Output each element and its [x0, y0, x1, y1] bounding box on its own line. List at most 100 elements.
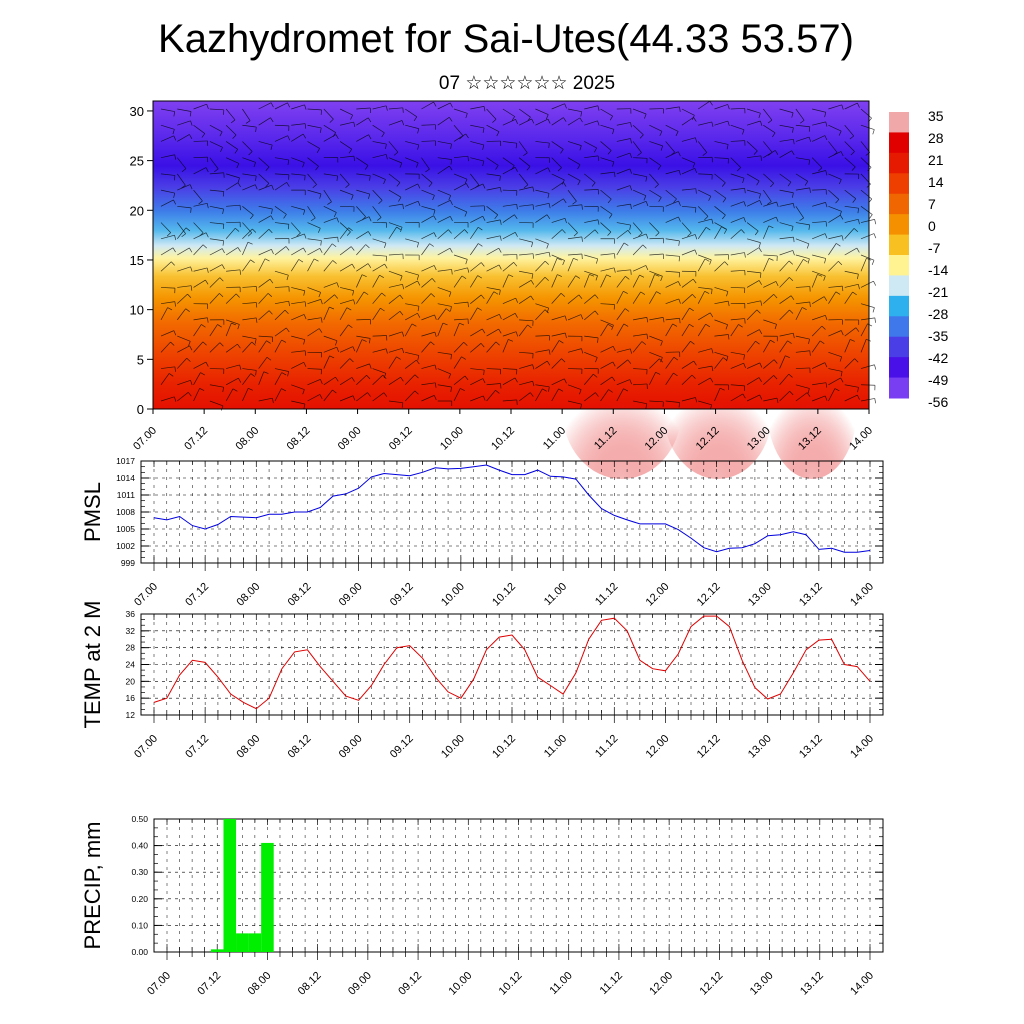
- colorbar-swatch: [889, 357, 909, 379]
- x-tick-label: 09.12: [388, 733, 416, 761]
- precip-bar: [223, 819, 237, 952]
- y-tick-label: 28: [126, 643, 136, 653]
- colorbar-label: -49: [928, 372, 948, 388]
- x-tick-label: 11.12: [593, 581, 620, 608]
- x-tick-label: 13.00: [748, 970, 776, 998]
- colorbar-swatch: [889, 152, 909, 174]
- x-tick-label: 12.12: [695, 581, 723, 609]
- y-axis-title: PRECIP, mm: [80, 822, 105, 950]
- x-tick-label: 12.00: [647, 970, 675, 998]
- x-tick-label: 11.12: [593, 733, 620, 760]
- x-tick-label: 14.00: [848, 581, 876, 609]
- y-tick-label: 1005: [116, 524, 135, 534]
- y-tick-label: 0: [137, 402, 144, 417]
- x-tick-label: 11.00: [541, 425, 568, 452]
- x-tick-label: 11.12: [598, 970, 625, 997]
- x-tick-label: 12.12: [695, 733, 723, 761]
- y-tick-label: 36: [126, 609, 136, 619]
- x-tick-label: 08.12: [286, 733, 314, 761]
- x-tick-label: 10.12: [497, 970, 525, 998]
- x-tick-label: 08.12: [285, 425, 313, 453]
- x-tick-label: 13.12: [797, 733, 825, 761]
- colorbar-swatch: [889, 336, 909, 358]
- y-axis-title: TEMP at 2 M: [80, 601, 105, 729]
- colorbar-swatch: [889, 377, 909, 399]
- x-tick-label: 09.12: [387, 425, 415, 453]
- page-subtitle: 07 ☆☆☆☆☆☆ 2025: [438, 73, 616, 94]
- x-tick-label: 10.00: [439, 581, 467, 609]
- y-tick-label: 30: [130, 104, 144, 119]
- page-title: Kazhydromet for Sai-Utes(44.33 53.57): [158, 17, 854, 61]
- y-tick-label: 15: [130, 253, 144, 268]
- y-tick-label: 1002: [116, 541, 135, 551]
- precip-chart: 0.00 0.10 0.20 0.30 0.40 0.50 07.00 07.12 08.00 0…: [80, 814, 884, 998]
- x-tick-label: 08.12: [286, 581, 314, 609]
- x-tick-label: 08.00: [246, 970, 274, 998]
- y-tick-label: 1011: [117, 490, 136, 500]
- wind-barbs: [160, 100, 877, 411]
- colorbar-swatch: [889, 255, 909, 276]
- x-tick-label: 10.12: [490, 581, 518, 609]
- x-tick-label: 10.12: [489, 425, 517, 453]
- x-tick-label: 07.12: [182, 425, 210, 453]
- x-tick-label: 10.12: [490, 733, 518, 761]
- x-tick-label: 13.00: [746, 733, 774, 761]
- x-tick-label: 12.12: [698, 970, 726, 998]
- x-tick-label: 07.00: [132, 581, 160, 609]
- colorbar-label: 7: [928, 196, 936, 212]
- x-tick-label: 13.12: [797, 581, 825, 609]
- colorbar-swatch: [889, 214, 909, 236]
- y-tick-label: 1008: [116, 507, 135, 517]
- colorbar-swatch: [889, 112, 909, 133]
- temp-chart: 12 16 20 24 28 32 36 07.00 07.12 08.00 08.12 09.00 0…: [80, 601, 884, 761]
- pmsl-line: [153, 464, 871, 553]
- x-tick-label: 10.00: [438, 425, 466, 453]
- y-tick-label: 0.20: [131, 894, 148, 904]
- y-tick-label: 20: [126, 676, 136, 686]
- x-tick-label: 09.00: [337, 733, 365, 761]
- colorbar-label: -35: [928, 328, 948, 344]
- y-tick-label: 0.50: [131, 814, 148, 824]
- colorbar-label: 28: [928, 130, 944, 146]
- x-tick-label: 08.00: [234, 581, 262, 609]
- x-tick-label: 11.00: [542, 733, 569, 760]
- y-tick-label: 32: [126, 626, 136, 636]
- precip-bar: [261, 842, 274, 952]
- x-tick-label: 08.00: [234, 733, 262, 761]
- x-tick-label: 11.00: [542, 581, 569, 608]
- colorbar-label: -7: [928, 240, 941, 256]
- colorbar-label: -42: [928, 350, 948, 366]
- x-tick-label: 09.00: [336, 425, 364, 453]
- x-tick-label: 09.00: [337, 581, 365, 609]
- x-tick-label: 13.12: [798, 970, 826, 998]
- y-tick-label: 10: [130, 303, 144, 318]
- colorbar-label: -28: [928, 306, 948, 322]
- y-tick-label: 12: [126, 710, 136, 720]
- precip-bar: [210, 949, 224, 952]
- x-tick-label: 07.12: [195, 970, 223, 998]
- colorbar-swatch: [889, 173, 909, 195]
- y-tick-label: 0.30: [131, 867, 148, 877]
- x-tick-label: 12.00: [644, 733, 672, 761]
- y-tick-label: 16: [126, 693, 136, 703]
- y-tick-label: 20: [130, 203, 144, 218]
- y-tick-label: 0.10: [131, 920, 148, 930]
- colorbar-swatch: [889, 234, 909, 256]
- precip-bar: [248, 933, 262, 952]
- colorbar-swatch: [889, 193, 909, 215]
- x-tick-label: 09.12: [396, 970, 424, 998]
- y-axis-title: PMSL: [80, 482, 105, 542]
- x-tick-label: 08.00: [233, 425, 261, 453]
- colorbar-swatch: [889, 132, 909, 154]
- temp-line: [153, 615, 871, 710]
- y-tick-label: 1017: [116, 456, 135, 466]
- x-tick-label: 13.00: [746, 581, 774, 609]
- x-tick-label: 07.12: [183, 581, 211, 609]
- colorbar-label: -21: [928, 284, 948, 300]
- x-tick-label: 10.00: [446, 970, 474, 998]
- x-tick-label: 12.00: [644, 581, 672, 609]
- y-tick-label: 1014: [116, 473, 135, 483]
- colorbar: 35 28 21 14 7 0 -7 -14 -21 -28 -35 -42 -49 -56: [889, 108, 948, 410]
- colorbar-label: 0: [928, 218, 936, 234]
